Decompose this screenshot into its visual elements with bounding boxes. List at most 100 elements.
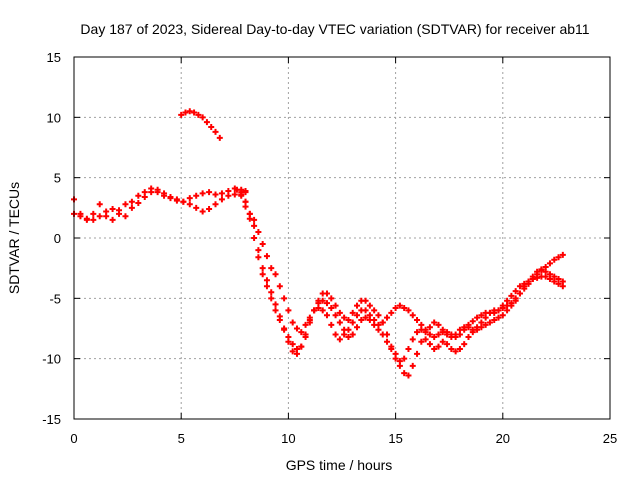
data-point	[148, 189, 155, 196]
series-s5	[233, 186, 566, 365]
data-point	[405, 372, 412, 379]
data-point	[178, 111, 185, 118]
data-point	[259, 265, 266, 272]
data-point	[375, 321, 382, 328]
data-point	[379, 331, 386, 338]
data-point	[323, 290, 330, 297]
data-point	[426, 331, 433, 338]
data-point	[478, 312, 485, 319]
data-point	[206, 189, 213, 196]
data-point	[495, 307, 502, 314]
data-point	[116, 210, 123, 217]
data-point	[281, 326, 288, 333]
data-point	[135, 192, 142, 199]
data-point	[474, 324, 481, 331]
data-point	[255, 247, 262, 254]
data-point	[336, 309, 343, 316]
data-point	[332, 312, 339, 319]
data-point	[349, 309, 356, 316]
data-point	[263, 283, 270, 290]
data-point	[512, 295, 519, 302]
data-point	[302, 321, 309, 328]
data-point	[281, 295, 288, 302]
data-point	[508, 300, 515, 307]
data-point	[90, 216, 97, 223]
data-point	[328, 304, 335, 311]
data-point	[555, 254, 562, 261]
data-point	[354, 302, 361, 309]
data-point	[409, 362, 416, 369]
data-point	[186, 195, 193, 202]
grid	[74, 57, 610, 419]
data-point	[191, 109, 198, 116]
data-point	[242, 189, 249, 196]
data-point	[371, 307, 378, 314]
data-point	[193, 192, 200, 199]
data-point	[465, 324, 472, 331]
data-point	[444, 341, 451, 348]
data-point	[405, 307, 412, 314]
data-point	[431, 333, 438, 340]
data-point	[225, 187, 232, 194]
data-point	[525, 278, 532, 285]
data-point	[384, 314, 391, 321]
data-point	[345, 317, 352, 324]
data-point	[231, 191, 238, 198]
data-point	[319, 297, 326, 304]
data-point	[559, 278, 566, 285]
data-point	[478, 319, 485, 326]
data-point	[128, 198, 135, 205]
data-point	[341, 331, 348, 338]
data-point	[135, 200, 142, 207]
data-point	[255, 254, 262, 261]
data-point	[311, 307, 318, 314]
data-point	[469, 318, 476, 325]
data-point	[298, 329, 305, 336]
data-point	[546, 271, 553, 278]
data-point	[452, 331, 459, 338]
data-point	[414, 329, 421, 336]
data-point	[396, 302, 403, 309]
x-tick-label: 5	[178, 431, 185, 446]
x-axis-title: GPS time / hours	[286, 457, 393, 473]
data-point	[96, 201, 103, 208]
y-tick-label: 5	[54, 171, 61, 186]
data-point	[212, 201, 219, 208]
data-point	[345, 326, 352, 333]
data-point	[431, 319, 438, 326]
data-point	[426, 341, 433, 348]
data-point	[354, 312, 361, 319]
data-point	[212, 191, 219, 198]
data-point	[289, 319, 296, 326]
data-point	[246, 210, 253, 217]
data-point	[141, 193, 148, 200]
data-point	[551, 256, 558, 263]
data-point	[534, 274, 541, 281]
data-point	[251, 235, 258, 241]
data-point	[186, 201, 193, 208]
data-point	[90, 210, 97, 217]
data-point	[122, 201, 129, 208]
data-point	[384, 338, 391, 345]
data-point	[328, 321, 335, 328]
data-point	[302, 331, 309, 338]
series-s3	[178, 108, 223, 141]
data-point	[268, 265, 275, 272]
data-point	[538, 266, 545, 273]
data-points	[71, 108, 566, 379]
data-point	[341, 314, 348, 321]
data-point	[293, 350, 300, 357]
data-point	[401, 355, 408, 362]
data-point	[306, 314, 313, 321]
data-point	[426, 324, 433, 331]
data-point	[218, 196, 225, 203]
x-tick-label: 20	[496, 431, 510, 446]
data-point	[409, 312, 416, 319]
data-point	[122, 213, 129, 220]
x-tick-label: 10	[281, 431, 295, 446]
data-point	[336, 336, 343, 343]
data-point	[392, 304, 399, 311]
data-point	[128, 204, 135, 211]
data-point	[272, 301, 279, 308]
